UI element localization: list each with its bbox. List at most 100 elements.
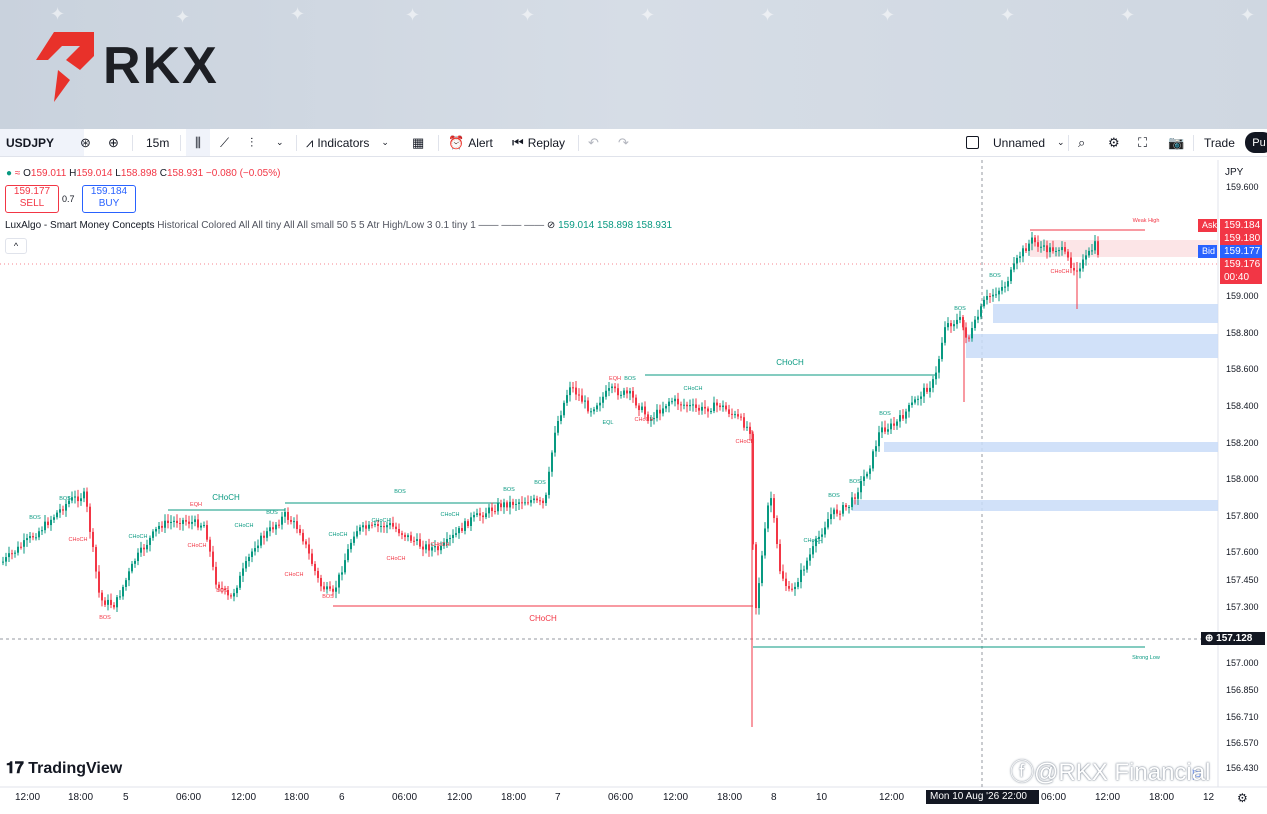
collapse-legend-icon[interactable]: ^ [5, 238, 27, 254]
candle-body [50, 519, 52, 526]
candle-body [686, 404, 688, 407]
candle-body [773, 498, 775, 519]
structure-label: EQH [609, 376, 621, 382]
candle-body [371, 524, 373, 526]
trade-button[interactable]: Trade [1204, 129, 1235, 156]
candle-body [521, 502, 523, 504]
candle-body [350, 542, 352, 550]
currency-label[interactable]: JPY [1225, 167, 1244, 178]
candle-body [143, 547, 145, 550]
candle-body [920, 396, 922, 399]
chart-type-icon[interactable]: ⟋ [220, 134, 230, 150]
alert-button[interactable]: ⏰ Alert [448, 129, 493, 156]
candles-icon[interactable]: ⫼ [186, 129, 210, 156]
candle-body [938, 359, 940, 373]
candle-body [971, 328, 973, 339]
candle-body [710, 411, 712, 413]
candle-body [545, 494, 547, 504]
candle-body [107, 599, 109, 605]
candle-body [968, 337, 970, 339]
bars-icon[interactable]: ⫶ [250, 134, 254, 150]
structure-label: CHoCH [387, 556, 406, 562]
candle-body [638, 405, 640, 411]
chevron-down-icon[interactable]: ⌄ [276, 137, 284, 147]
candle-body [878, 432, 880, 447]
replay-button[interactable]: ⏮ Replay [512, 129, 565, 156]
camera-icon[interactable]: 📷 [1168, 134, 1185, 150]
time-tick-label: 12:00 [1095, 792, 1121, 803]
candle-body [671, 401, 673, 403]
candle-body [1097, 241, 1099, 255]
candle-body [689, 405, 691, 407]
symbol-search-button[interactable]: USDJPY [0, 129, 84, 156]
candle-body [434, 546, 436, 548]
watermark-text: @RKX Financial [1034, 759, 1211, 786]
candle-body [218, 584, 220, 588]
candle-body [230, 595, 232, 597]
publish-button[interactable]: Pu [1245, 132, 1267, 153]
indicator-params: Historical Colored All All tiny All All … [157, 220, 545, 231]
status-dot-icon: ● [6, 168, 13, 179]
quick-search-icon[interactable]: ⌕ [1078, 134, 1086, 150]
candle-body [833, 509, 835, 515]
candle-body [692, 404, 694, 406]
layout-button[interactable]: Unnamed ⌄ [966, 129, 1065, 156]
candle-body [749, 426, 751, 434]
indicators-icon: ⩘ [306, 134, 314, 150]
structure-label: CHoCH [736, 439, 755, 445]
candle-body [632, 391, 634, 398]
candle-body [491, 507, 493, 512]
candle-body [1070, 257, 1072, 269]
gear-icon[interactable]: ⚙ [1237, 791, 1248, 805]
buy-button[interactable]: 159.184 BUY [82, 185, 136, 213]
time-tick-label: 18:00 [284, 792, 310, 803]
fullscreen-icon[interactable]: ⛶ [1138, 134, 1148, 150]
candle-body [512, 501, 514, 505]
time-tick-label: 06:00 [392, 792, 418, 803]
candle-body [2, 561, 4, 563]
hidden-eye-icon[interactable]: ⊘ [546, 220, 556, 231]
layout-square-icon [966, 136, 979, 149]
interval-button[interactable]: 15m [146, 129, 169, 156]
candle-body [524, 502, 526, 504]
candle-body [314, 563, 316, 571]
candle-body [116, 597, 118, 608]
candle-body [134, 560, 136, 564]
compare-icon[interactable]: ⊛ [80, 134, 91, 150]
candle-body [728, 409, 730, 414]
candle-body [875, 446, 877, 452]
price-tick-label: 159.000 [1226, 291, 1259, 301]
crosshair-price: 157.128 [1216, 633, 1253, 644]
candle-body [479, 513, 481, 516]
undo-icon[interactable]: ↶ [588, 134, 599, 150]
indicator-legend[interactable]: LuxAlgo - Smart Money Concepts Historica… [5, 220, 672, 231]
candle-body [560, 415, 562, 422]
candle-body [1031, 237, 1033, 244]
candle-body [308, 544, 310, 554]
price-tick-label: 158.200 [1226, 438, 1259, 448]
buy-label: BUY [98, 198, 120, 209]
indicators-button[interactable]: ⩘ Indicators ⌄ [306, 134, 389, 150]
candle-body [164, 520, 166, 528]
price-tick-label: 157.300 [1226, 602, 1259, 612]
structure-label: BOS [29, 515, 41, 521]
templates-icon[interactable]: ▦ [412, 134, 425, 150]
redo-icon[interactable]: ↷ [618, 134, 629, 150]
candle-body [494, 511, 496, 513]
candle-body [782, 571, 784, 579]
candle-body [284, 511, 286, 517]
calendar-events-icon[interactable]: ⚐ [1190, 767, 1203, 783]
sell-button[interactable]: 159.177 SELL [5, 185, 59, 213]
candle-body [272, 527, 274, 530]
add-symbol-icon[interactable]: ⊕ [108, 134, 119, 150]
candle-body [410, 535, 412, 541]
tradingview-logo[interactable]: 𝟏𝟕 TradingView [6, 760, 122, 778]
candle-body [1079, 268, 1081, 272]
candle-body [677, 398, 679, 405]
candle-body [881, 427, 883, 433]
candle-body [380, 525, 382, 527]
settings-gear-icon[interactable]: ⚙ [1108, 134, 1120, 150]
brand-name: RKX [103, 37, 219, 95]
structure-label: CHoCH [635, 417, 654, 423]
